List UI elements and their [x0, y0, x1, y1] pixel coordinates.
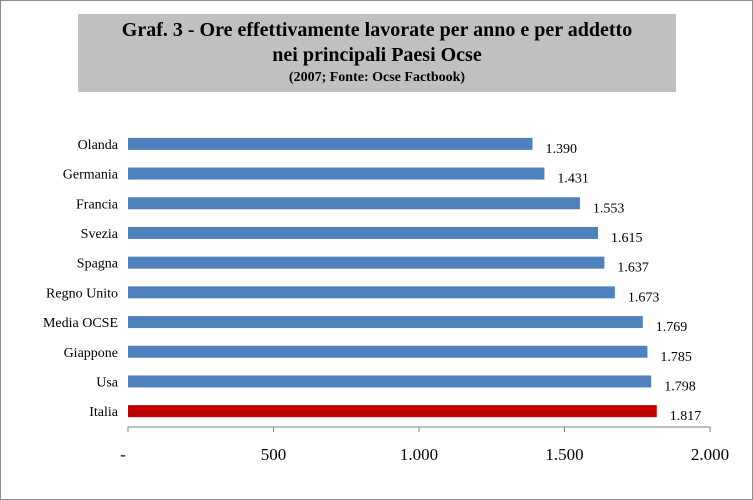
- bar-regno-unito: [128, 286, 615, 299]
- bar-italia: [128, 405, 657, 418]
- x-tick-label: 500: [261, 445, 287, 464]
- value-label: 1.769: [656, 320, 688, 335]
- bar-giappone: [128, 345, 648, 358]
- x-tick-label: -: [120, 445, 126, 464]
- bar-svezia: [128, 226, 598, 239]
- chart-title-line1: Graf. 3 - Ore effettivamente lavorate pe…: [121, 19, 633, 41]
- value-label: 1.431: [557, 172, 589, 187]
- bar-germania: [128, 167, 545, 180]
- value-label: 1.785: [660, 350, 692, 365]
- value-label: 1.798: [664, 379, 696, 394]
- category-label: Germania: [63, 168, 119, 183]
- chart-title-line2: nei principali Paesi Ocse: [272, 44, 482, 66]
- category-label: Media OCSE: [43, 316, 118, 331]
- bar-spagna: [128, 256, 605, 269]
- value-label: 1.637: [617, 261, 649, 276]
- category-label: Svezia: [81, 227, 119, 242]
- category-label: Italia: [89, 405, 119, 420]
- bar-olanda: [128, 137, 533, 150]
- x-tick-label: 2.000: [691, 445, 729, 464]
- x-tick-label: 1.000: [400, 445, 438, 464]
- value-label: 1.817: [670, 409, 702, 424]
- category-label: Francia: [76, 197, 119, 212]
- value-label: 1.390: [545, 142, 577, 157]
- value-label: 1.615: [611, 231, 643, 246]
- category-label: Giappone: [64, 346, 118, 361]
- category-label: Regno Unito: [46, 286, 118, 301]
- category-label: Olanda: [78, 138, 119, 153]
- value-label: 1.553: [593, 201, 625, 216]
- bar-media-ocse: [128, 316, 643, 329]
- category-label: Usa: [96, 375, 119, 390]
- value-label: 1.673: [628, 290, 660, 305]
- x-tick-label: 1.500: [545, 445, 583, 464]
- bar-francia: [128, 197, 580, 210]
- category-label: Spagna: [77, 257, 119, 272]
- chart-subtitle: (2007; Fonte: Ocse Factbook): [288, 70, 466, 85]
- bar-usa: [128, 375, 652, 388]
- chart-title-box: Graf. 3 - Ore effettivamente lavorate pe…: [78, 14, 676, 92]
